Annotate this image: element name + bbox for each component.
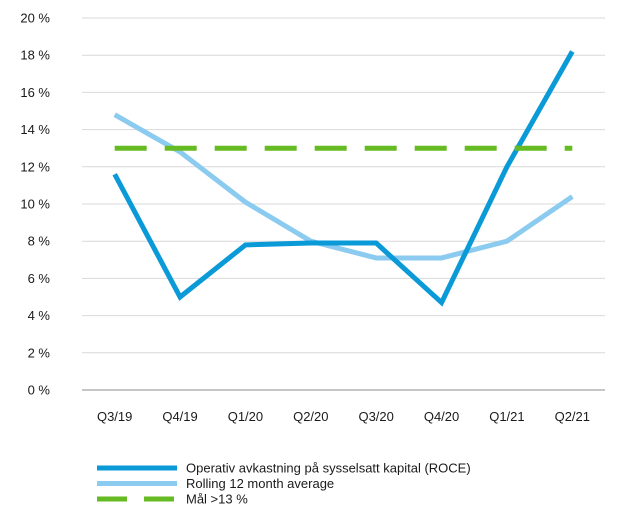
series-line xyxy=(112,50,575,307)
legend-label: Mål >13 % xyxy=(186,492,248,507)
legend-label: Operativ avkastning på sysselsatt kapita… xyxy=(186,461,471,476)
y-tick-label: 6 % xyxy=(28,271,51,286)
x-axis-ticks: Q3/19 Q4/19 Q1/20 Q2/20 Q3/20 Q4/20 Q1/21 Q2/21 xyxy=(97,409,590,424)
y-axis-ticks: 0 % 2 % 4 % 6 % 8 % 10 % 12 % 14 % 16 % 18 % 20 % xyxy=(20,11,50,398)
y-tick-label: 18 % xyxy=(20,48,50,63)
x-tick-label: Q4/20 xyxy=(424,409,459,424)
series-lines xyxy=(112,50,575,307)
grid-lines xyxy=(82,17,605,354)
y-tick-label: 16 % xyxy=(20,85,50,100)
y-tick-label: 2 % xyxy=(28,345,51,360)
y-tick-label: 14 % xyxy=(20,122,50,137)
x-tick-label: Q1/21 xyxy=(489,409,524,424)
x-tick-label: Q1/20 xyxy=(228,409,263,424)
y-tick-label: 4 % xyxy=(28,308,51,323)
x-tick-label: Q4/19 xyxy=(162,409,197,424)
y-tick-label: 20 % xyxy=(20,11,50,26)
x-tick-label: Q2/20 xyxy=(293,409,328,424)
y-tick-label: 10 % xyxy=(20,197,50,212)
x-tick-label: Q3/19 xyxy=(97,409,132,424)
series-line xyxy=(113,112,574,261)
legend-label: Rolling 12 month average xyxy=(186,476,334,491)
x-tick-label: Q3/20 xyxy=(358,409,393,424)
y-tick-label: 0 % xyxy=(28,383,51,398)
x-tick-label: Q2/21 xyxy=(555,409,590,424)
y-tick-label: 12 % xyxy=(20,159,50,174)
y-tick-label: 8 % xyxy=(28,234,51,249)
legend: Operativ avkastning på sysselsatt kapita… xyxy=(97,461,471,507)
